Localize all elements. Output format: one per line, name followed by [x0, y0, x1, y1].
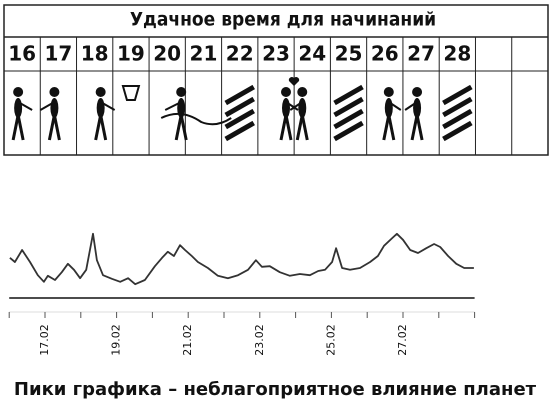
stripe-icon: [224, 96, 255, 118]
x-tick-label: 25.02: [324, 324, 337, 356]
swirl-icon: [160, 112, 232, 126]
day-number: 28: [443, 42, 471, 66]
stripe-icon: [442, 108, 473, 130]
x-tick-label: 23.02: [253, 324, 266, 356]
figure-icon: [289, 101, 303, 111]
figure-icon: [412, 87, 423, 97]
figure-icon: [100, 101, 116, 111]
day-number: 21: [190, 42, 218, 66]
x-tick-label: 17.02: [38, 324, 51, 356]
figure-icon: [281, 87, 291, 97]
stripe-icon: [224, 84, 255, 106]
table-title: Удачное время для начинаний: [130, 9, 436, 31]
day-number: 24: [298, 42, 326, 66]
caption: Пики графика – неблагоприятное влияние п…: [14, 379, 537, 400]
day-number: 22: [226, 42, 254, 66]
figure-icon: [410, 114, 419, 141]
day-number: 20: [153, 42, 181, 66]
data-line: [9, 232, 474, 286]
stripe-icon: [224, 120, 255, 142]
stripe-icon: [333, 120, 364, 142]
x-tick-label: 21.02: [181, 324, 194, 356]
stripe-icon: [442, 96, 473, 118]
figure-icon: [383, 87, 394, 97]
cup-icon: [121, 85, 141, 101]
figure-icon: [99, 114, 108, 141]
figure-icon: [13, 87, 24, 97]
figure-icon: [279, 114, 288, 141]
figure-icon: [39, 101, 55, 111]
figure-icon: [404, 101, 418, 111]
stripe-icon: [333, 96, 364, 118]
figure-icon: [16, 114, 25, 141]
stripe-icon: [333, 108, 364, 130]
day-number: 19: [117, 42, 145, 66]
figure-icon: [164, 101, 182, 111]
table-frame: [3, 4, 549, 156]
day-number: 23: [262, 42, 290, 66]
day-number: 27: [407, 42, 435, 66]
figure-icon: [47, 114, 56, 141]
figure-icon: [52, 114, 61, 141]
figure-icon: [176, 87, 187, 97]
stripe-icon: [333, 84, 364, 106]
figure-icon: [95, 87, 106, 97]
day-number: 18: [81, 42, 109, 66]
figure-icon: [17, 101, 33, 111]
figure-icon: [49, 87, 60, 97]
figure-icon: [11, 114, 20, 141]
figure-icon: [300, 114, 309, 141]
stripe-icon: [224, 108, 255, 130]
figure-icon: [415, 114, 424, 141]
day-number: 16: [8, 42, 36, 66]
x-tick-label: 27.02: [396, 324, 409, 356]
day-number: 25: [335, 42, 363, 66]
heart-icon: [288, 77, 300, 86]
x-tick-label: 19.02: [110, 324, 123, 356]
stripe-icon: [442, 84, 473, 106]
figure-icon: [295, 114, 304, 141]
figure-icon: [179, 114, 188, 141]
figure-icon: [382, 114, 391, 141]
stripe-icon: [442, 120, 473, 142]
figure-icon: [285, 101, 299, 111]
figure-icon: [174, 114, 183, 141]
figure-icon: [297, 87, 308, 97]
day-number: 17: [44, 42, 72, 66]
figure-icon: [388, 101, 402, 111]
day-number: 26: [371, 42, 399, 66]
figure-icon: [94, 114, 103, 141]
figure-icon: [284, 114, 293, 141]
figure-icon: [387, 114, 396, 141]
